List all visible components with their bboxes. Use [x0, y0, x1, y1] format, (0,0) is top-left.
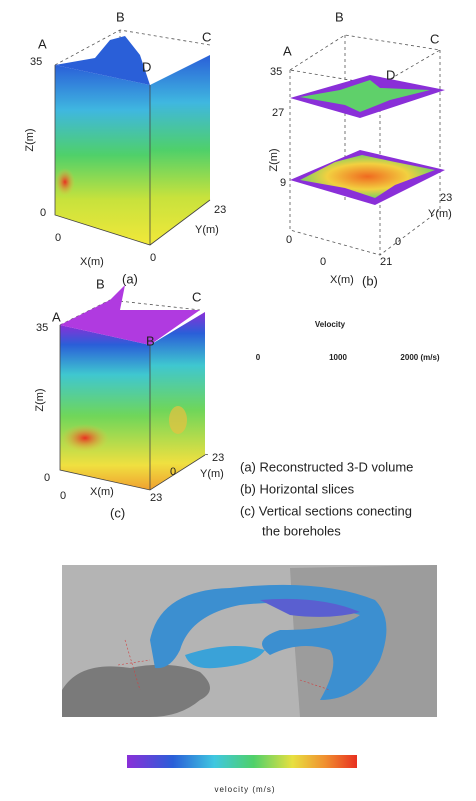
z-tick: 0: [40, 207, 46, 219]
x-tick: 0: [55, 232, 61, 244]
x-title: X(m): [80, 256, 104, 268]
corner-label: C: [202, 29, 211, 44]
corner-label: A: [38, 36, 47, 51]
z-tick: 27: [272, 107, 284, 119]
legend-tick: 0: [256, 353, 261, 362]
corner-label: A: [52, 309, 61, 324]
y-title: Y(m): [200, 468, 224, 480]
z-title: Z(m): [34, 388, 46, 411]
z-title: Z(m): [24, 128, 36, 151]
caption: (a) Reconstructed 3-D volume: [240, 459, 413, 474]
x-tick: 21: [380, 256, 392, 268]
y-tick: 23: [212, 452, 224, 464]
x-tick: 23: [150, 492, 162, 504]
x-title: X(m): [90, 486, 114, 498]
y-title: Y(m): [195, 224, 219, 236]
legend-tick: 2000 (m/s): [400, 353, 439, 362]
colorbar-title: velocity (m/s): [214, 785, 275, 794]
colorbar: [127, 755, 357, 768]
y-title: Y(m): [428, 208, 452, 220]
panel-c: A B C B 35 0 Z(m) 0 23 X(m) 0 23 Y(m) (c…: [34, 276, 224, 520]
corner-label: D: [386, 67, 395, 82]
corner-label: B: [335, 9, 344, 24]
legend-tick: 1000: [329, 353, 347, 362]
corner-label: B: [116, 9, 125, 24]
x-tick: 0: [150, 252, 156, 264]
z-tick: 0: [44, 472, 50, 484]
render-3d: [62, 565, 437, 717]
panel-a: A B C D 35 0 Z(m) 0 0 X(m) 23 Y(m) (a): [24, 9, 226, 286]
corner-label: B: [146, 333, 155, 348]
corner-label: C: [192, 289, 201, 304]
z-tick: 35: [270, 66, 282, 78]
panel-label: (c): [110, 505, 125, 520]
caption: (b) Horizontal slices: [240, 481, 355, 496]
panel-label: (b): [362, 273, 378, 288]
y-tick: 0: [170, 466, 176, 478]
corner-label: C: [430, 31, 439, 46]
x-tick: 0: [60, 490, 66, 502]
z-tick: 35: [30, 56, 42, 68]
corner-label: A: [283, 43, 292, 58]
z-tick: 9: [280, 177, 286, 189]
z-title: Z(m): [268, 148, 280, 171]
z-tick: 35: [36, 322, 48, 334]
z-tick: 0: [286, 234, 292, 246]
x-title: X(m): [330, 274, 354, 286]
y-tick: 0: [395, 236, 401, 248]
corner-label: D: [142, 59, 151, 74]
corner-label: B: [96, 276, 105, 291]
figure: A B C D 35 0 Z(m) 0 0 X(m) 23 Y(m) (a) A…: [0, 0, 476, 801]
legend-title: Velocity: [315, 320, 346, 329]
caption: the boreholes: [262, 523, 341, 538]
y-tick: 23: [440, 192, 452, 204]
panel-b: A B C D 35 27 9 0 Z(m) 0 21 X(m) 0 23 Y(…: [268, 9, 452, 288]
caption: (c) Vertical sections conecting: [240, 503, 412, 518]
y-tick: 23: [214, 204, 226, 216]
x-tick: 0: [320, 256, 326, 268]
panel-label: (a): [122, 271, 138, 286]
